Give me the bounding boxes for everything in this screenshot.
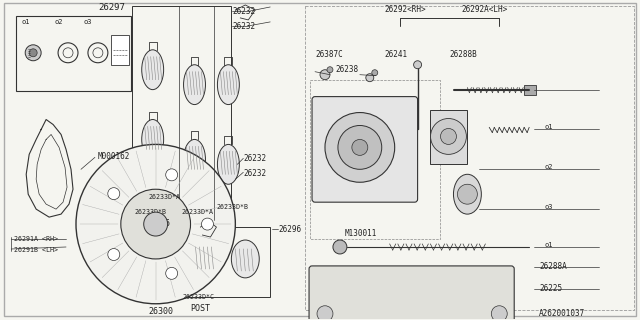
Circle shape	[108, 188, 120, 200]
Text: 26291B <LH>: 26291B <LH>	[14, 247, 58, 253]
Circle shape	[440, 128, 456, 144]
Bar	[486, 294, 511, 320]
Text: M000162: M000162	[98, 152, 131, 161]
Ellipse shape	[218, 144, 239, 184]
Text: o3: o3	[84, 19, 92, 25]
Bar	[180, 227, 270, 297]
Bar	[132, 6, 232, 220]
Text: 26296: 26296	[278, 225, 301, 234]
Text: o3: o3	[544, 204, 552, 210]
Circle shape	[29, 49, 37, 57]
Circle shape	[108, 249, 120, 260]
Circle shape	[76, 144, 236, 304]
Bar	[111, 35, 129, 65]
FancyBboxPatch shape	[309, 266, 514, 320]
Circle shape	[352, 140, 368, 156]
Text: 26291A <RH>: 26291A <RH>	[14, 236, 58, 242]
Circle shape	[366, 74, 374, 82]
Text: 26225: 26225	[539, 284, 562, 293]
Ellipse shape	[218, 65, 239, 105]
Text: 26241: 26241	[385, 50, 408, 59]
Circle shape	[413, 61, 422, 69]
Text: o2: o2	[54, 19, 63, 25]
Ellipse shape	[141, 50, 164, 90]
Ellipse shape	[232, 240, 259, 278]
Bar	[16, 16, 131, 91]
Circle shape	[25, 45, 41, 61]
Circle shape	[166, 169, 178, 181]
Text: 26233D*A: 26233D*A	[148, 194, 180, 200]
Text: 26238: 26238	[335, 65, 358, 74]
Circle shape	[458, 184, 477, 204]
Text: 26232: 26232	[243, 154, 266, 164]
Circle shape	[320, 70, 330, 80]
Text: 26296: 26296	[146, 219, 171, 228]
Circle shape	[431, 118, 467, 154]
Bar	[524, 85, 536, 95]
Text: o1: o1	[544, 124, 552, 131]
Text: 26292A<LH>: 26292A<LH>	[461, 5, 508, 14]
Text: 26300: 26300	[148, 307, 173, 316]
Ellipse shape	[454, 174, 481, 214]
Text: 26232: 26232	[243, 169, 266, 178]
Text: POST: POST	[191, 304, 211, 313]
Circle shape	[202, 218, 213, 230]
Circle shape	[333, 240, 347, 254]
Text: 26233D*A: 26233D*A	[182, 209, 214, 215]
Text: 26387C: 26387C	[315, 50, 343, 59]
Text: 26292<RH>: 26292<RH>	[385, 5, 426, 14]
Text: A262001037: A262001037	[539, 309, 586, 318]
Bar	[429, 109, 467, 164]
Ellipse shape	[184, 65, 205, 105]
Text: M130011: M130011	[345, 229, 377, 238]
Bar	[312, 294, 337, 320]
Text: o2: o2	[544, 164, 552, 170]
Circle shape	[492, 306, 508, 320]
Text: 26233D*B: 26233D*B	[135, 209, 167, 215]
Ellipse shape	[184, 140, 205, 179]
Text: 26288B: 26288B	[449, 50, 477, 59]
Ellipse shape	[191, 238, 220, 276]
Bar	[305, 6, 634, 310]
Circle shape	[338, 125, 381, 169]
Circle shape	[121, 189, 191, 259]
Circle shape	[325, 113, 395, 182]
Circle shape	[144, 212, 168, 236]
Circle shape	[372, 70, 378, 76]
Text: 26232: 26232	[232, 22, 255, 31]
Bar	[310, 80, 440, 239]
Circle shape	[166, 268, 178, 279]
Text: o1: o1	[544, 242, 552, 248]
Text: 26297: 26297	[98, 3, 125, 12]
Text: 26233D*B: 26233D*B	[216, 204, 248, 210]
Text: 26232: 26232	[232, 7, 255, 16]
Ellipse shape	[141, 119, 164, 159]
Circle shape	[317, 306, 333, 320]
FancyBboxPatch shape	[312, 97, 418, 202]
Text: 26288A: 26288A	[539, 262, 567, 271]
Text: o1: o1	[21, 19, 29, 25]
Circle shape	[327, 67, 333, 73]
Text: 26233D*C: 26233D*C	[182, 294, 214, 300]
